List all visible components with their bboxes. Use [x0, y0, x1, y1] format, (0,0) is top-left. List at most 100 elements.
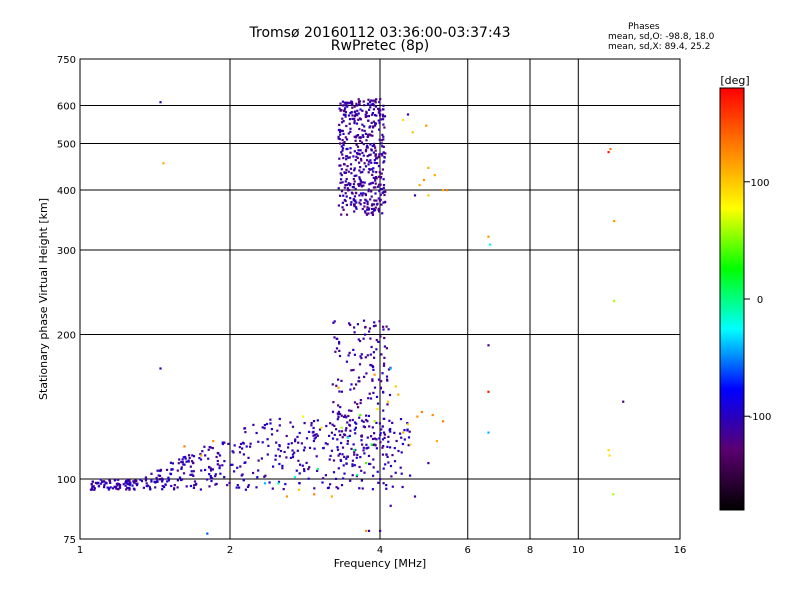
- data-point: [357, 183, 360, 186]
- data-point: [122, 483, 125, 486]
- data-point: [360, 141, 363, 144]
- data-point: [161, 485, 164, 488]
- data-point: [382, 482, 385, 485]
- data-point: [427, 462, 430, 465]
- data-point: [221, 441, 224, 444]
- data-point: [359, 413, 362, 417]
- x-tick-label: 4: [377, 545, 383, 556]
- data-point: [365, 213, 368, 216]
- data-point: [349, 151, 352, 154]
- data-point: [365, 414, 368, 417]
- data-point: [609, 148, 612, 151]
- data-point: [161, 477, 164, 480]
- data-point: [93, 487, 96, 490]
- data-point: [360, 184, 363, 187]
- data-point: [132, 480, 135, 483]
- x-tick-label: 6: [465, 545, 471, 556]
- data-point: [349, 130, 352, 133]
- data-point: [252, 471, 255, 475]
- data-point: [156, 479, 159, 482]
- data-point: [375, 98, 378, 101]
- data-point: [339, 133, 342, 136]
- data-point: [379, 98, 382, 101]
- data-point: [149, 488, 152, 491]
- data-point: [326, 443, 329, 446]
- data-point: [354, 426, 357, 429]
- data-point: [391, 421, 394, 424]
- data-point: [349, 184, 352, 187]
- data-point: [221, 464, 224, 467]
- data-point: [142, 486, 145, 489]
- data-point: [301, 415, 304, 418]
- data-point: [269, 418, 272, 421]
- data-point: [341, 121, 344, 124]
- data-point: [363, 104, 366, 107]
- data-point: [373, 209, 376, 212]
- data-point: [374, 149, 377, 152]
- data-point: [154, 481, 157, 484]
- data-point: [373, 159, 376, 162]
- data-point: [388, 428, 391, 432]
- data-point: [353, 353, 356, 356]
- data-point: [343, 104, 346, 107]
- data-point: [154, 486, 157, 489]
- data-point: [191, 460, 194, 463]
- data-point: [333, 336, 336, 339]
- data-point: [344, 192, 347, 195]
- data-point: [359, 166, 362, 169]
- data-point: [257, 469, 260, 472]
- data-point: [199, 458, 203, 461]
- data-point: [383, 126, 386, 129]
- data-point: [368, 133, 371, 136]
- data-point: [189, 473, 192, 476]
- data-point: [350, 201, 353, 204]
- data-point: [363, 201, 366, 205]
- data-point: [337, 454, 340, 457]
- data-point: [235, 486, 238, 489]
- data-point: [345, 138, 349, 141]
- data-point: [338, 354, 342, 358]
- data-point: [357, 406, 360, 409]
- data-point: [367, 133, 370, 136]
- data-point: [372, 458, 375, 461]
- data-point: [238, 486, 241, 489]
- data-point: [322, 446, 325, 450]
- data-point: [308, 466, 311, 469]
- data-point: [140, 480, 144, 483]
- data-point: [382, 431, 386, 434]
- data-point: [378, 190, 381, 193]
- data-point: [354, 136, 358, 139]
- data-point: [399, 418, 403, 421]
- data-point: [373, 144, 376, 147]
- data-point: [374, 154, 377, 157]
- data-point: [353, 119, 356, 123]
- data-point: [407, 436, 411, 439]
- data-point: [366, 159, 369, 162]
- data-point: [367, 190, 370, 193]
- data-point: [192, 470, 195, 473]
- data-point: [377, 165, 381, 168]
- data-point: [103, 480, 106, 483]
- data-point: [132, 487, 135, 490]
- data-point: [355, 201, 358, 204]
- data-point: [366, 200, 369, 203]
- data-point: [210, 469, 213, 472]
- data-point: [331, 410, 335, 413]
- data-point: [356, 156, 359, 160]
- data-point: [256, 476, 259, 479]
- data-point: [363, 162, 366, 165]
- data-point: [298, 482, 301, 485]
- data-point: [272, 465, 275, 468]
- data-point: [352, 443, 355, 446]
- data-point: [93, 488, 96, 491]
- data-point: [199, 453, 202, 456]
- data-point: [214, 475, 217, 478]
- data-point: [344, 136, 347, 139]
- colorbar-tick-label: 100: [750, 178, 769, 189]
- data-point: [242, 478, 245, 481]
- data-point: [263, 424, 266, 427]
- data-point: [353, 453, 356, 456]
- data-point: [336, 412, 339, 415]
- data-point: [383, 345, 386, 348]
- data-point: [180, 467, 183, 470]
